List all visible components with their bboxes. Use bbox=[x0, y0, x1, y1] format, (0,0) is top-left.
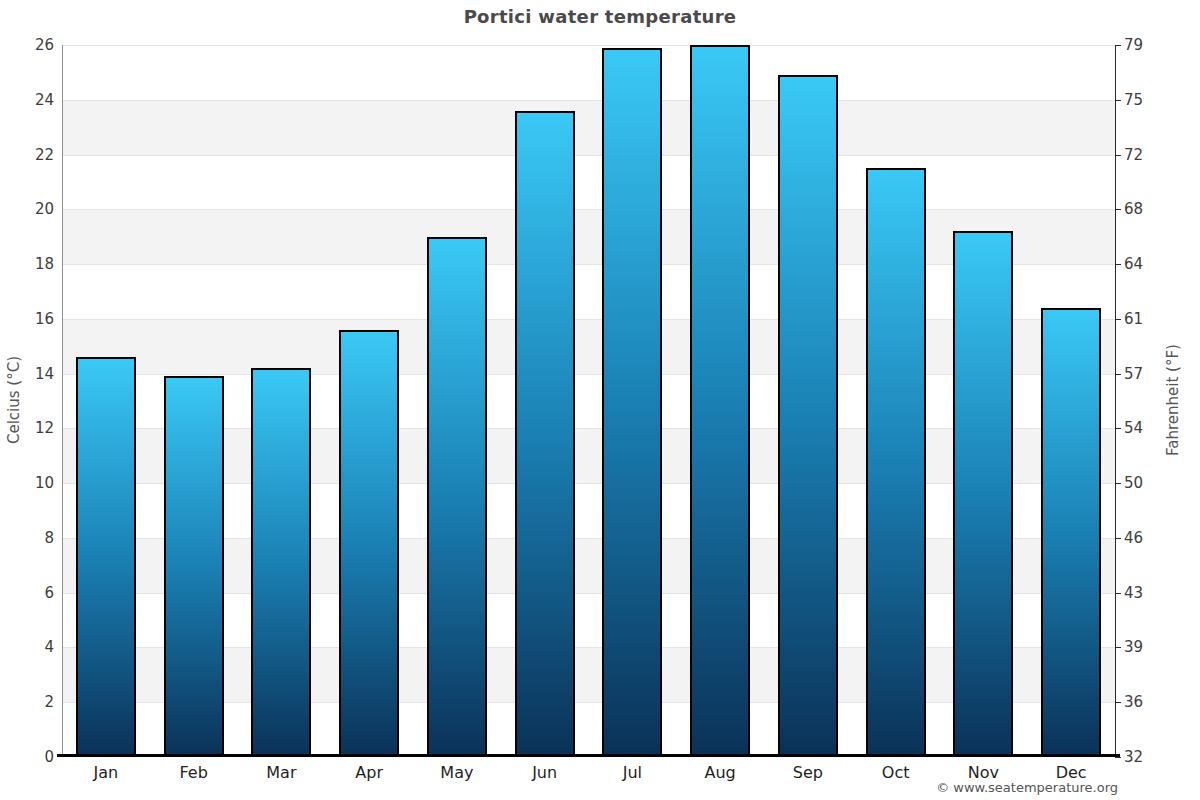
y-axis-tick-mark bbox=[1115, 209, 1121, 210]
bar-may[interactable] bbox=[427, 237, 487, 757]
y-axis-tick-mark bbox=[1115, 483, 1121, 484]
y-axis-tick-label-fahrenheit: 72 bbox=[1124, 146, 1168, 164]
y-axis-tick-label-celsius: 16 bbox=[0, 310, 54, 328]
y-axis-tick-label-celsius: 24 bbox=[0, 91, 54, 109]
y-axis-tick-label-fahrenheit: 64 bbox=[1124, 255, 1168, 273]
plot-band bbox=[62, 100, 1115, 155]
bar-aug[interactable] bbox=[690, 45, 750, 757]
plot-band bbox=[62, 45, 1115, 100]
bar-dec[interactable] bbox=[1041, 308, 1101, 757]
bar-jan[interactable] bbox=[76, 357, 136, 757]
bar-oct[interactable] bbox=[866, 168, 926, 757]
y-axis-tick-label-celsius: 4 bbox=[0, 638, 54, 656]
y-axis-line-left bbox=[62, 45, 63, 757]
gridline bbox=[62, 155, 1115, 156]
y-axis-tick-label-celsius: 20 bbox=[0, 200, 54, 218]
copyright-credit: © www.seatemperature.org bbox=[0, 780, 1118, 795]
y-axis-tick-mark bbox=[1115, 538, 1121, 539]
y-axis-tick-label-fahrenheit: 36 bbox=[1124, 693, 1168, 711]
plot-area bbox=[62, 45, 1115, 757]
bar-jul[interactable] bbox=[602, 48, 662, 757]
y-axis-tick-label-fahrenheit: 79 bbox=[1124, 36, 1168, 54]
y-axis-tick-label-celsius: 2 bbox=[0, 693, 54, 711]
y-axis-tick-label-fahrenheit: 32 bbox=[1124, 748, 1168, 766]
y-axis-tick-label-fahrenheit: 57 bbox=[1124, 365, 1168, 383]
gridline bbox=[62, 45, 1115, 46]
bar-feb[interactable] bbox=[164, 376, 224, 757]
y-axis-tick-label-fahrenheit: 61 bbox=[1124, 310, 1168, 328]
y-axis-tick-mark bbox=[1115, 593, 1121, 594]
y-axis-tick-label-celsius: 6 bbox=[0, 584, 54, 602]
bar-jun[interactable] bbox=[515, 111, 575, 757]
y-axis-tick-mark bbox=[1115, 155, 1121, 156]
y-axis-tick-label-fahrenheit: 39 bbox=[1124, 638, 1168, 656]
y-axis-tick-label-fahrenheit: 75 bbox=[1124, 91, 1168, 109]
y-axis-tick-mark bbox=[1115, 428, 1121, 429]
y-axis-tick-label-fahrenheit: 68 bbox=[1124, 200, 1168, 218]
chart-canvas: Portici water temperature Celcius (°C) F… bbox=[0, 0, 1200, 800]
y-axis-title-fahrenheit: Fahrenheit (°F) bbox=[1164, 344, 1182, 456]
gridline bbox=[62, 209, 1115, 210]
y-axis-tick-mark bbox=[1115, 374, 1121, 375]
gridline bbox=[62, 100, 1115, 101]
y-axis-tick-label-celsius: 26 bbox=[0, 36, 54, 54]
chart-title: Portici water temperature bbox=[0, 6, 1200, 27]
y-axis-tick-mark bbox=[1115, 264, 1121, 265]
y-axis-tick-mark bbox=[1115, 319, 1121, 320]
y-axis-tick-mark bbox=[1115, 702, 1121, 703]
y-axis-tick-label-celsius: 0 bbox=[0, 748, 54, 766]
plot-band bbox=[62, 155, 1115, 210]
bar-sep[interactable] bbox=[778, 75, 838, 757]
y-axis-tick-mark bbox=[1115, 647, 1121, 648]
bar-apr[interactable] bbox=[339, 330, 399, 757]
y-axis-tick-mark bbox=[1115, 45, 1121, 46]
y-axis-tick-label-celsius: 12 bbox=[0, 419, 54, 437]
y-axis-tick-label-fahrenheit: 54 bbox=[1124, 419, 1168, 437]
y-axis-tick-mark bbox=[1115, 100, 1121, 101]
y-axis-line-right bbox=[1115, 45, 1116, 758]
y-axis-tick-label-celsius: 8 bbox=[0, 529, 54, 547]
y-axis-tick-label-fahrenheit: 43 bbox=[1124, 584, 1168, 602]
y-axis-tick-label-celsius: 22 bbox=[0, 146, 54, 164]
bar-mar[interactable] bbox=[251, 368, 311, 757]
x-axis-line bbox=[57, 754, 1120, 757]
y-axis-tick-label-fahrenheit: 46 bbox=[1124, 529, 1168, 547]
y-axis-tick-label-fahrenheit: 50 bbox=[1124, 474, 1168, 492]
y-axis-tick-label-celsius: 14 bbox=[0, 365, 54, 383]
bar-nov[interactable] bbox=[953, 231, 1013, 757]
y-axis-tick-label-celsius: 18 bbox=[0, 255, 54, 273]
y-axis-tick-mark bbox=[1115, 757, 1121, 758]
y-axis-tick-label-celsius: 10 bbox=[0, 474, 54, 492]
